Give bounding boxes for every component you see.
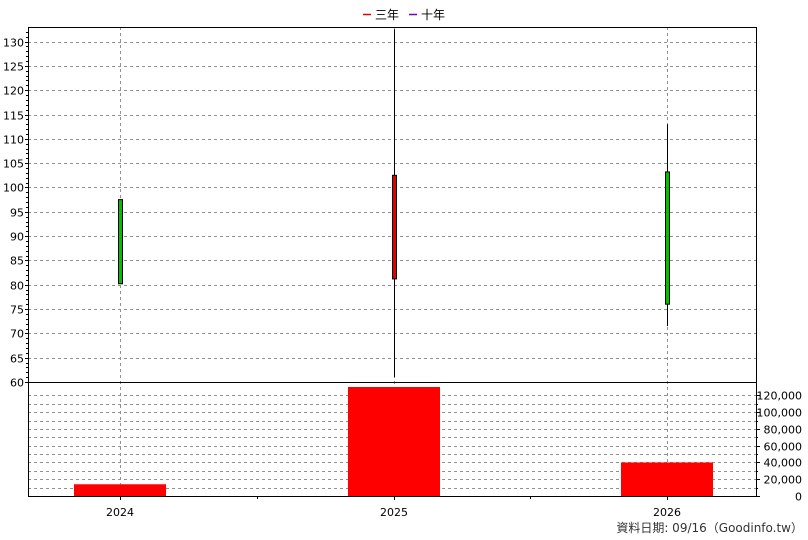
chart-legend: 三年 十年 [363, 8, 445, 22]
price-tick-label: 85 [10, 255, 24, 268]
x-axis-ticks: 2024 2025 2026 [106, 496, 681, 519]
candle-body-2025 [392, 174, 397, 280]
price-tick-label: 125 [3, 61, 24, 74]
footer-source: 資料日期: 09/16（Goodinfo.tw） [616, 521, 803, 535]
volume-tick-label: 100,000 [757, 407, 803, 420]
price-tick-label: 115 [3, 110, 24, 123]
price-tick-label: 120 [3, 85, 24, 98]
price-tick-label: 60 [10, 377, 24, 390]
volume-bar-2025 [348, 387, 440, 496]
price-tick-label: 65 [10, 353, 24, 366]
legend-item-1: 十年 [409, 8, 445, 22]
volume-bar-2026 [621, 462, 713, 496]
price-tick-label: 90 [10, 231, 24, 244]
price-tick-label: 110 [3, 134, 24, 147]
price-axis-ticks: 130 125 120 115 110 105 100 95 90 85 80 75 70 65 60 [3, 32, 28, 390]
price-tick-label: 105 [3, 158, 24, 171]
legend-item-0: 三年 [363, 8, 399, 22]
volume-bar-2024 [74, 484, 166, 496]
candles [118, 29, 670, 378]
x-tick-label-2024: 2024 [106, 506, 134, 519]
chart-axes [28, 27, 757, 497]
volume-tick-label: 20,000 [764, 474, 803, 487]
price-tick-label: 80 [10, 280, 24, 293]
volume-axis-ticks: 0 20,000 40,000 60,000 80,000 100,000 120,000 [756, 390, 802, 504]
price-tick-label: 75 [10, 304, 24, 317]
volume-tick-label: 120,000 [757, 390, 803, 403]
volume-tick-label: 0 [795, 491, 802, 504]
price-tick-label: 100 [3, 182, 24, 195]
candle-body-2026 [665, 171, 670, 305]
volume-tick-label: 40,000 [764, 457, 803, 470]
volume-tick-label: 80,000 [764, 424, 803, 437]
volume-bars [74, 387, 713, 496]
price-tick-label: 70 [10, 328, 24, 341]
price-tick-label: 130 [3, 37, 24, 50]
legend-label: 三年 [375, 8, 399, 22]
legend-label: 十年 [421, 8, 445, 22]
x-tick-label-2026: 2026 [653, 506, 681, 519]
price-tick-label: 95 [10, 207, 24, 220]
candle-body-2024 [118, 199, 123, 285]
x-tick-label-2025: 2025 [380, 506, 408, 519]
volume-tick-label: 60,000 [764, 441, 803, 454]
